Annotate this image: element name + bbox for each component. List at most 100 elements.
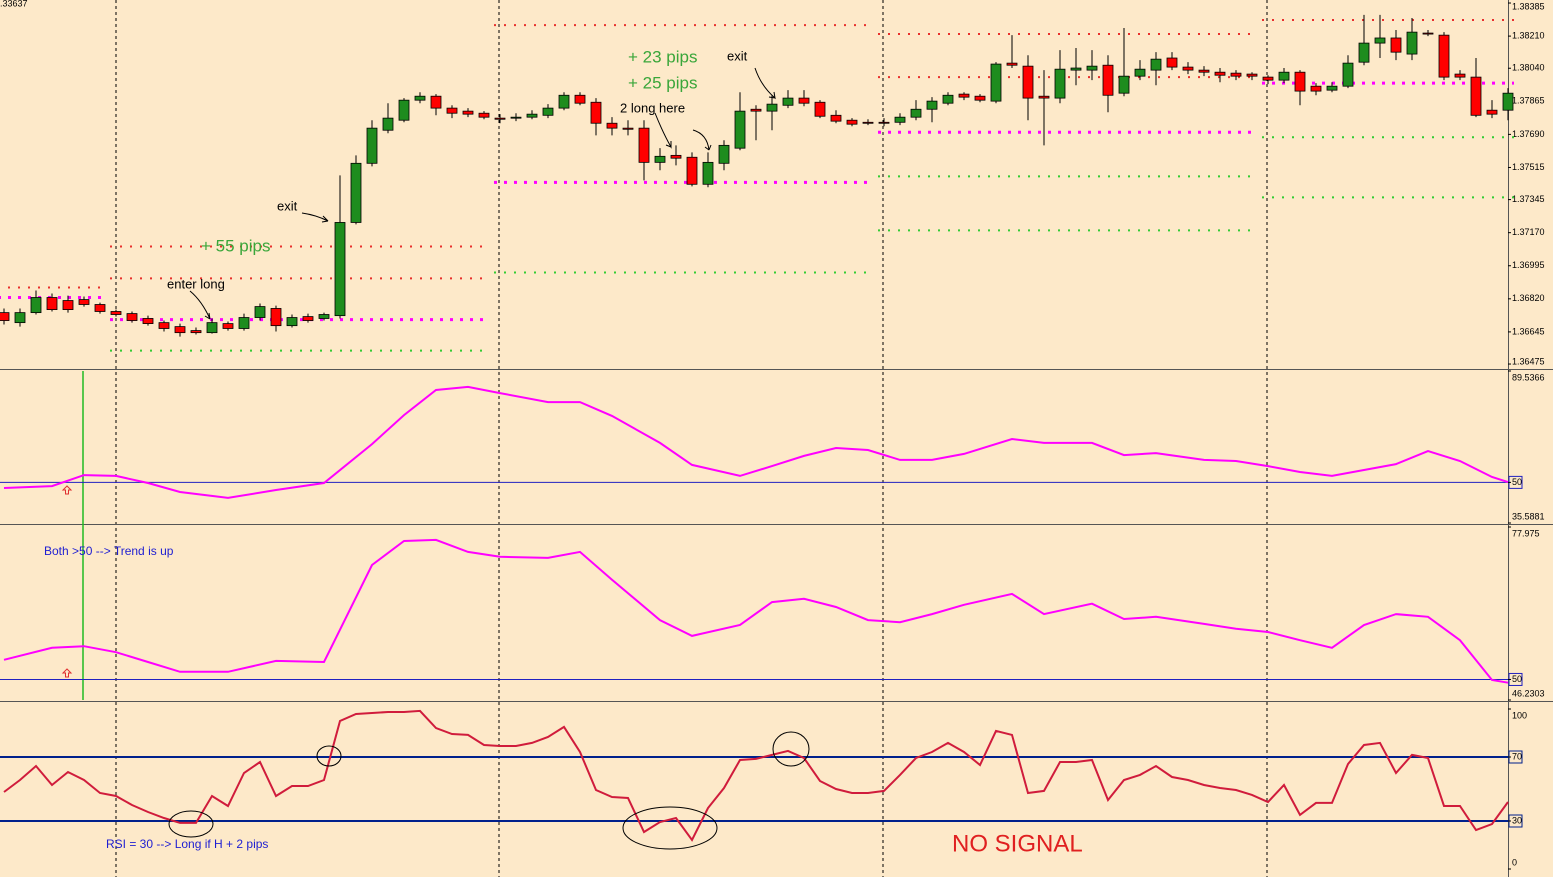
y-tick-label: 1.37865: [1512, 96, 1545, 106]
candle-body: [1454, 73, 1466, 78]
candle-body: [1054, 68, 1066, 99]
candle-body: [142, 318, 154, 324]
candle-body: [590, 101, 602, 124]
y-tick-label: 1.38040: [1512, 63, 1545, 73]
candle-body: [670, 154, 682, 159]
circle: [772, 731, 810, 767]
candle-body: [1262, 76, 1274, 81]
candle-body: [1070, 67, 1082, 71]
y-tick-label: 46.2303: [1512, 688, 1545, 698]
candle-body: [1214, 71, 1226, 76]
candle-body: [1502, 92, 1514, 111]
candle-body: [478, 112, 490, 118]
candle-body: [174, 326, 186, 334]
candle-body: [862, 121, 874, 124]
y-tick-label: 1.37690: [1512, 129, 1545, 139]
candle-body: [1198, 69, 1210, 73]
candle-body: [30, 297, 42, 314]
candle-body: [750, 108, 762, 112]
indicator-line: [3, 385, 1509, 499]
annotation: exit: [277, 198, 298, 213]
candle-body: [1374, 37, 1386, 44]
candle-body: [14, 312, 26, 324]
candle-body: [1406, 31, 1418, 55]
candle-body: [1230, 72, 1242, 77]
candle-body: [1182, 66, 1194, 71]
annotation: RSI = 30 --> Long if H + 2 pips: [106, 837, 268, 851]
candle-body: [990, 63, 1002, 102]
candle-body: [958, 93, 970, 98]
candle-body: [286, 317, 298, 327]
candle-body: [366, 127, 378, 164]
y-tick-label: 1.37345: [1512, 194, 1545, 204]
candle-body: [910, 108, 922, 118]
candle-body: [1358, 42, 1370, 63]
candle-body: [1150, 58, 1162, 71]
candle-body: [574, 94, 586, 104]
candle-body: [190, 330, 202, 334]
candle-body: [926, 100, 938, 110]
y-tick-label: 0: [1512, 857, 1517, 867]
layout: [115, 0, 1268, 877]
candle-body: [1486, 109, 1498, 115]
candle-body: [542, 107, 554, 116]
annotation: 2 long here: [620, 100, 685, 115]
candle-body: [350, 162, 362, 223]
y-tick-label: 77.975: [1512, 528, 1540, 538]
candle-body: [1342, 62, 1354, 87]
candle-body: [1470, 76, 1482, 116]
candle-body: [462, 110, 474, 115]
y-tick-label: 1.36820: [1512, 293, 1545, 303]
candle-body: [622, 127, 634, 130]
y-tick-label: 70: [1512, 751, 1522, 761]
indicator-line: [3, 709, 1509, 842]
y-tick-label: 100: [1512, 710, 1527, 720]
candle-body: [1102, 64, 1114, 96]
candle-body: [766, 103, 778, 112]
candle-body: [110, 311, 122, 315]
y-tick-label: 1.38385: [1512, 1, 1545, 11]
circle: [622, 806, 718, 850]
candle-body: [894, 116, 906, 123]
annotation: exit: [727, 48, 748, 63]
candle-body: [0, 312, 10, 321]
candle-body: [1390, 37, 1402, 53]
arrow: [189, 290, 211, 320]
candle-body: [158, 322, 170, 329]
candle-body: [814, 101, 826, 117]
candle-body: [1246, 73, 1258, 77]
candle-body: [446, 107, 458, 114]
candle-body: [1294, 71, 1306, 92]
candle-body: [78, 299, 90, 305]
candle-body: [798, 97, 810, 104]
candle-body: [1326, 85, 1338, 91]
candle-body: [1118, 75, 1130, 94]
y-tick-label: 1.36995: [1512, 260, 1545, 270]
candle-body: [1086, 65, 1098, 71]
candle-body: [318, 314, 330, 319]
candle-body: [510, 116, 522, 119]
candle-body: [270, 308, 282, 327]
y-tick-label: 1.37515: [1512, 162, 1545, 172]
candle-body: [606, 122, 618, 129]
candle-body: [398, 99, 410, 121]
y-tick-label: 1.37170: [1512, 227, 1545, 237]
candle-body: [654, 155, 666, 163]
arrow: [692, 129, 712, 151]
candle-body: [974, 95, 986, 101]
candle-body: [702, 161, 714, 185]
candle-body: [686, 156, 698, 185]
up-arrow: [61, 485, 73, 495]
annotation: + 55 pips: [201, 236, 270, 255]
arrow: [754, 67, 776, 100]
candle-body: [734, 110, 746, 149]
y-tick-label: 30: [1512, 815, 1522, 825]
candle-body: [558, 94, 570, 109]
candle-body: [846, 119, 858, 125]
candle-body: [1422, 32, 1434, 35]
candle-body: [718, 144, 730, 164]
y-tick-label: 89.5366: [1512, 372, 1545, 382]
candle-body: [1022, 65, 1034, 99]
